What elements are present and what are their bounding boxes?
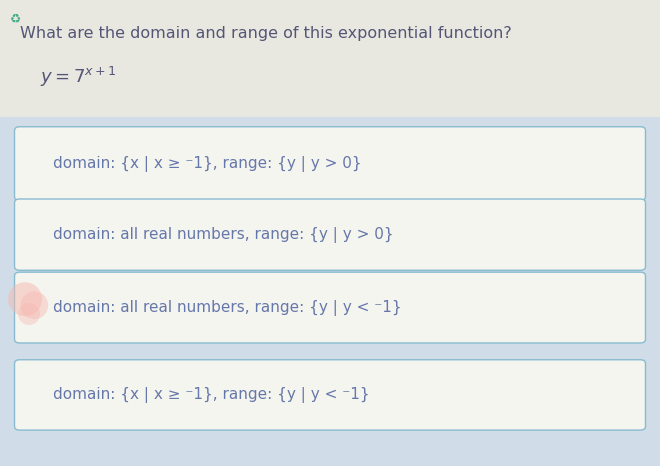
Point — [24, 310, 34, 318]
Text: domain: all real numbers, range: {y | y > 0}: domain: all real numbers, range: {y | y … — [53, 226, 393, 243]
Text: domain: {x | x ≥ ⁻1}, range: {y | y > 0}: domain: {x | x ≥ ⁻1}, range: {y | y > 0} — [53, 156, 362, 171]
FancyBboxPatch shape — [15, 272, 645, 343]
Text: domain: all real numbers, range: {y | y < ⁻1}: domain: all real numbers, range: {y | y … — [53, 300, 401, 315]
Text: ♻: ♻ — [10, 12, 21, 25]
Point — [29, 302, 40, 309]
FancyBboxPatch shape — [15, 199, 645, 270]
Text: What are the domain and range of this exponential function?: What are the domain and range of this ex… — [20, 26, 512, 41]
FancyBboxPatch shape — [0, 116, 660, 466]
Text: domain: {x | x ≥ ⁻1}, range: {y | y < ⁻1}: domain: {x | x ≥ ⁻1}, range: {y | y < ⁻1… — [53, 387, 370, 403]
FancyBboxPatch shape — [15, 360, 645, 430]
Text: $y = 7^{x+1}$: $y = 7^{x+1}$ — [40, 65, 116, 89]
Point — [20, 295, 30, 303]
FancyBboxPatch shape — [15, 127, 645, 200]
